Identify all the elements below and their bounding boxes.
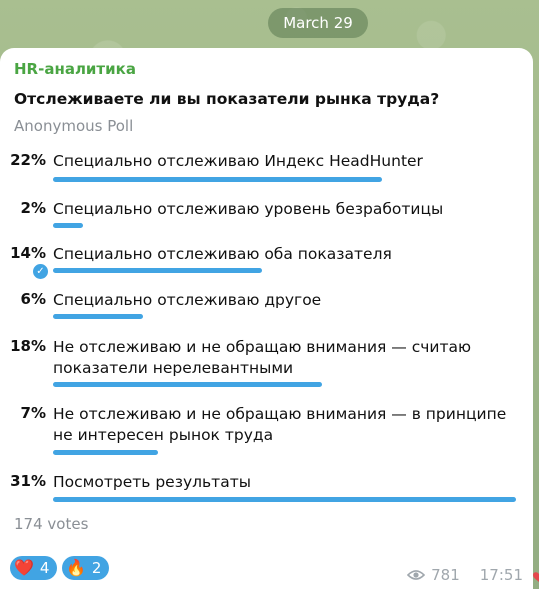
option-label: Специально отслеживаю уровень безработиц… bbox=[53, 200, 444, 218]
eye-icon bbox=[407, 570, 426, 580]
poll-type-label: Anonymous Poll bbox=[14, 117, 134, 135]
option-percent: 6% bbox=[20, 290, 46, 308]
option-result-bar bbox=[53, 382, 322, 387]
option-percent: 22% bbox=[10, 151, 46, 169]
reaction-count: 4 bbox=[39, 559, 50, 577]
option-percent: 18% bbox=[10, 337, 46, 355]
view-count: 781 bbox=[431, 566, 460, 584]
option-label: Не отслеживаю и не обращаю внимания — сч… bbox=[53, 338, 472, 377]
option-label: Специально отслеживаю оба показателя bbox=[53, 245, 392, 263]
poll-message: HR-аналитика Отслеживаете ли вы показате… bbox=[0, 48, 533, 589]
option-percent: 7% bbox=[20, 404, 46, 422]
heart-icon: ❤️ bbox=[14, 558, 34, 577]
reaction-heart[interactable]: ❤️ 4 bbox=[10, 556, 58, 580]
message-time: 17:51 bbox=[479, 566, 523, 584]
checkmark-icon: ✓ bbox=[32, 263, 49, 280]
vote-count: 174 votes bbox=[14, 515, 89, 533]
option-result-bar bbox=[53, 177, 382, 182]
option-result-bar bbox=[53, 450, 158, 455]
option-percent: 31% bbox=[10, 472, 46, 490]
option-label: Специально отслеживаю Индекс HeadHunter bbox=[53, 152, 423, 170]
option-percent: 14% bbox=[10, 244, 46, 262]
reaction-count: 2 bbox=[91, 559, 102, 577]
reaction-fire[interactable]: 🔥 2 bbox=[62, 556, 110, 580]
poll-question: Отслеживаете ли вы показатели рынка труд… bbox=[14, 90, 440, 108]
fire-icon: 🔥 bbox=[66, 558, 86, 577]
channel-name[interactable]: HR-аналитика bbox=[14, 60, 136, 78]
option-result-bar bbox=[53, 497, 516, 502]
option-label: Специально отслеживаю другое bbox=[53, 291, 322, 309]
option-label: Посмотреть результаты bbox=[53, 473, 251, 491]
option-percent: 2% bbox=[20, 199, 46, 217]
message-meta: 781 17:51 bbox=[407, 566, 523, 584]
option-result-bar bbox=[53, 268, 262, 273]
option-result-bar bbox=[53, 314, 143, 319]
option-label: Не отслеживаю и не обращаю внимания — в … bbox=[53, 405, 507, 444]
date-badge: March 29 bbox=[268, 8, 368, 38]
heart-icon bbox=[533, 572, 539, 582]
option-result-bar bbox=[53, 223, 83, 228]
